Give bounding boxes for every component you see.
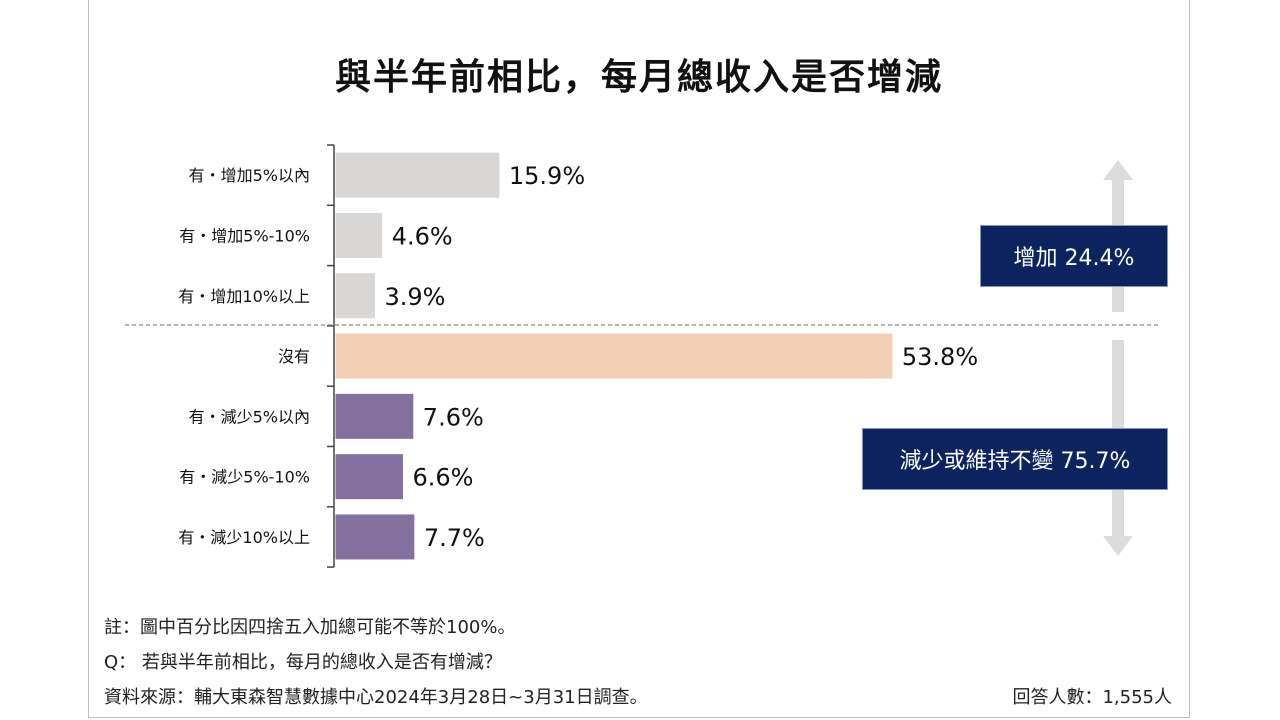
bar-increase: [334, 211, 384, 259]
bar-value-label: 53.8%: [902, 343, 978, 371]
category-label: 有・減少5%-10%: [179, 468, 310, 487]
increase-summary-box: 增加 24.4%: [980, 225, 1168, 287]
category-label: 有・減少10%以上: [178, 528, 310, 547]
chart-frame: [88, 0, 1190, 718]
source-text: 資料來源：輔大東森智慧數據中心2024年3月28日~3月31日調查。: [104, 687, 648, 708]
category-label: 有・增加5%-10%: [179, 226, 310, 245]
bar-increase: [334, 272, 376, 320]
bar-value-label: 7.6%: [423, 403, 484, 431]
bar-decrease: [334, 392, 415, 440]
decrease-arrow-head: [1103, 536, 1133, 556]
bar-none: [334, 332, 894, 380]
bar-decrease: [334, 513, 416, 561]
bar-decrease: [334, 453, 404, 501]
category-label: 有・增加5%以內: [189, 166, 310, 185]
category-label: 有・減少5%以內: [189, 407, 310, 426]
bar-value-label: 15.9%: [509, 162, 585, 190]
decrease-summary-box: 減少或維持不變 75.7%: [862, 428, 1168, 490]
respondent-count: 回答人數：1,555人: [1012, 687, 1172, 708]
bar-value-label: 4.6%: [392, 222, 453, 250]
bar-increase: [334, 151, 501, 199]
category-label: 有・增加10%以上: [178, 287, 310, 306]
chart-title: 與半年前相比，每月總收入是否增減: [334, 57, 943, 98]
increase-arrow-head: [1103, 160, 1133, 180]
rounding-note: 註：圖中百分比因四捨五入加總可能不等於100%。: [104, 617, 516, 638]
bar-value-label: 7.7%: [424, 524, 485, 552]
bar-value-label: 3.9%: [384, 283, 445, 311]
question-text: Q： 若與半年前相比，每月的總收入是否有增減？: [104, 652, 502, 673]
bar-value-label: 6.6%: [412, 464, 473, 492]
category-label: 沒有: [278, 347, 310, 366]
